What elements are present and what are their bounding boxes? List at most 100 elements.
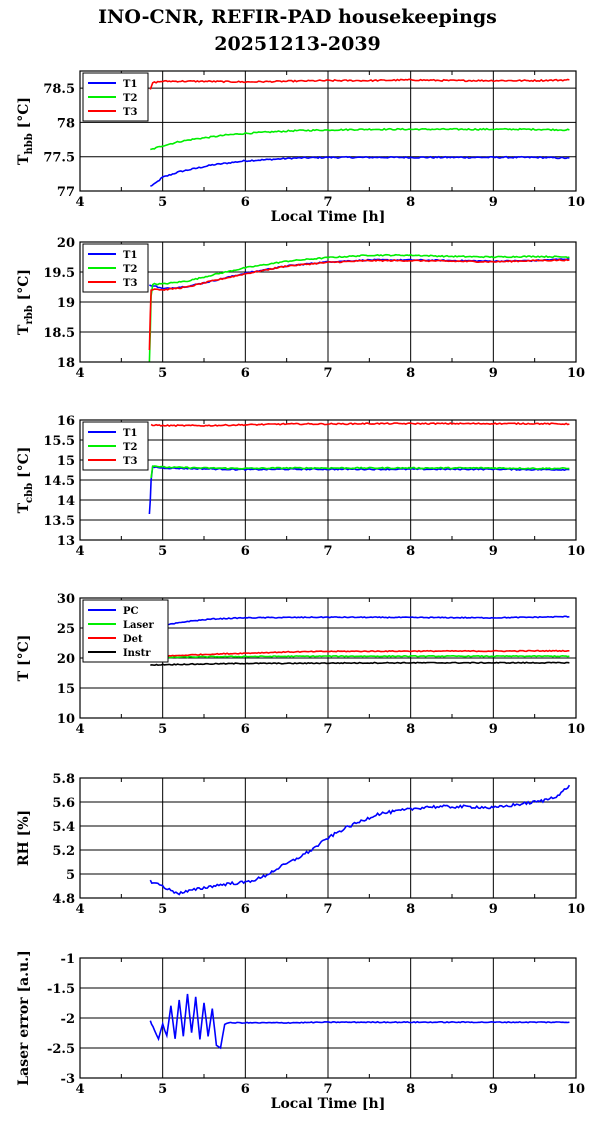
x-tick-label: 9 xyxy=(489,195,498,210)
legend-entry: PC xyxy=(123,606,139,617)
legend-entry: T2 xyxy=(123,264,137,275)
x-tick-label: 10 xyxy=(567,1082,585,1097)
legend: PC Laser Det Instr xyxy=(82,599,169,663)
y-tick-label: 13 xyxy=(57,534,75,549)
y-tick-label: -2 xyxy=(61,1012,75,1027)
y-tick-label: 19.5 xyxy=(43,266,75,281)
y-tick-label: 4.8 xyxy=(52,892,75,907)
y-axis-label: Tcbb [°C] xyxy=(16,447,35,514)
legend-entry: T3 xyxy=(123,456,137,467)
y-tick-label: 5.2 xyxy=(52,844,75,859)
series-line-1-t1 xyxy=(150,155,570,187)
x-tick-label: 6 xyxy=(241,366,250,381)
x-tick-label: 4 xyxy=(75,366,84,381)
y-axis-label: Trbb [°C] xyxy=(16,269,35,335)
y-tick-label: 15.5 xyxy=(43,434,75,449)
x-tick-label: 6 xyxy=(241,544,250,559)
y-tick-label: 10 xyxy=(57,712,75,727)
legend: T1 T2 T3 xyxy=(82,72,149,122)
y-tick-label: 78 xyxy=(57,116,75,131)
series-line-4-pc xyxy=(149,615,570,631)
legend-entry: T1 xyxy=(123,79,137,90)
legend-entry: T3 xyxy=(123,107,137,118)
y-tick-label: 5 xyxy=(66,868,75,883)
x-tick-label: 9 xyxy=(489,722,498,737)
plot-frame xyxy=(79,597,577,719)
x-tick-label: 5 xyxy=(158,195,167,210)
series-line-1-t2 xyxy=(150,127,570,151)
series-line-3-t1 xyxy=(148,465,570,515)
y-tick-label: 25 xyxy=(57,622,75,637)
legend: T1 T2 T3 xyxy=(82,421,149,471)
legend: T1 T2 T3 xyxy=(82,243,149,293)
y-tick-label: -2.5 xyxy=(47,1042,75,1057)
x-tick-label: 5 xyxy=(158,544,167,559)
x-tick-label: 10 xyxy=(567,366,585,381)
series-line-2-t1 xyxy=(149,258,570,290)
x-tick-label: 8 xyxy=(406,902,415,917)
x-tick-label: 8 xyxy=(406,544,415,559)
y-tick-label: 5.4 xyxy=(52,820,75,835)
x-tick-label: 6 xyxy=(241,195,250,210)
y-tick-label: 14 xyxy=(57,494,75,509)
y-tick-label: 5.8 xyxy=(52,772,75,787)
x-tick-label: 6 xyxy=(241,1082,250,1097)
y-tick-label: 5.6 xyxy=(52,796,75,811)
y-tick-label: 19 xyxy=(57,296,75,311)
chart-title: INO-CNR, REFIR-PAD housekeepings 2025121… xyxy=(0,4,595,58)
y-axis-label: RH [%] xyxy=(16,810,32,866)
y-tick-label: 14.5 xyxy=(43,474,75,489)
series-line-4-laser xyxy=(150,654,570,661)
x-tick-label: 4 xyxy=(75,902,84,917)
y-tick-label: 20 xyxy=(57,236,75,251)
y-axis-label: T [°C] xyxy=(16,635,32,682)
y-tick-label: 30 xyxy=(57,592,75,607)
x-tick-label: 6 xyxy=(241,902,250,917)
x-tick-label: 10 xyxy=(567,902,585,917)
y-tick-label: 78.5 xyxy=(43,82,75,97)
chart-title-line2: 20251213-2039 xyxy=(214,33,381,55)
x-tick-label: 8 xyxy=(406,1082,415,1097)
x-tick-label: 6 xyxy=(241,722,250,737)
plot-frame xyxy=(79,419,577,541)
x-axis-label: Local Time [h] xyxy=(271,209,386,225)
series-line-3-t3 xyxy=(150,422,570,428)
y-tick-label: 15 xyxy=(57,682,75,697)
y-tick-label: -1 xyxy=(61,952,75,967)
legend-entry: T2 xyxy=(123,442,137,453)
x-tick-label: 4 xyxy=(75,1082,84,1097)
series-line-5-data xyxy=(149,784,571,896)
x-tick-label: 7 xyxy=(323,902,332,917)
legend-entry: T1 xyxy=(123,250,137,261)
x-tick-label: 4 xyxy=(75,195,84,210)
legend-entry: T2 xyxy=(123,93,137,104)
series-line-2-t3 xyxy=(148,258,570,351)
x-tick-label: 7 xyxy=(323,366,332,381)
x-tick-label: 8 xyxy=(406,722,415,737)
x-tick-label: 10 xyxy=(567,544,585,559)
y-tick-label: 20 xyxy=(57,652,75,667)
x-tick-label: 7 xyxy=(323,722,332,737)
y-tick-label: 18.5 xyxy=(43,326,75,341)
x-tick-label: 4 xyxy=(75,544,84,559)
legend-entry: Instr xyxy=(123,648,151,659)
x-axis-label: Local Time [h] xyxy=(271,1096,386,1112)
series-line-2-t2 xyxy=(148,253,570,363)
x-tick-label: 9 xyxy=(489,902,498,917)
x-tick-label: 7 xyxy=(323,195,332,210)
plot-frame xyxy=(79,777,577,899)
plot-frame xyxy=(79,70,577,192)
x-tick-label: 9 xyxy=(489,1082,498,1097)
x-tick-label: 8 xyxy=(406,366,415,381)
y-axis-label: Thbb [°C] xyxy=(16,97,35,165)
plot-frame xyxy=(79,957,577,1079)
series-line-6-data xyxy=(149,993,570,1050)
series-line-1-t3 xyxy=(149,78,570,90)
legend-entry: T3 xyxy=(123,278,137,289)
series-line-3-t2 xyxy=(150,465,570,479)
y-tick-label: 77 xyxy=(57,185,75,200)
x-tick-label: 5 xyxy=(158,1082,167,1097)
y-tick-label: -1.5 xyxy=(47,982,75,997)
